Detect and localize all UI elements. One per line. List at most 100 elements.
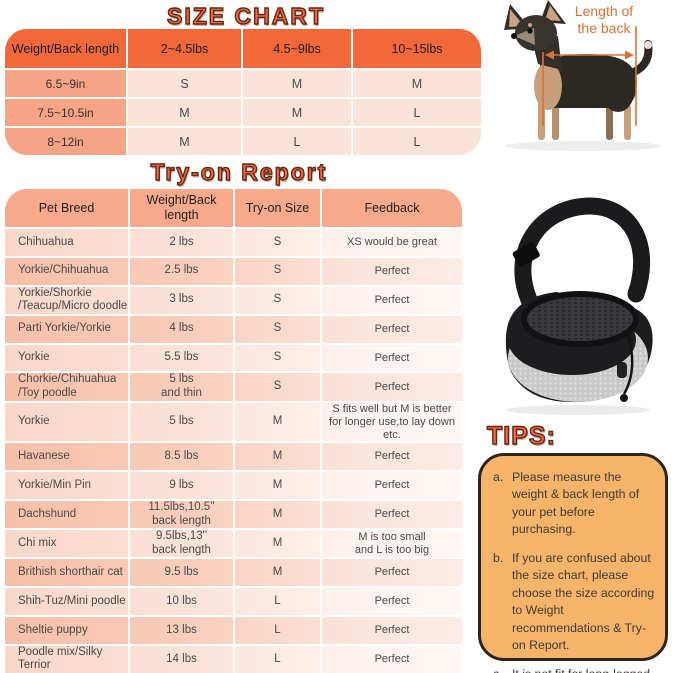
dog-shadow [505,141,661,151]
tip-marker: b. [493,550,504,565]
breed-cell: Havanese [18,450,70,463]
size-chart-table: Weight/Back length 2~4.5lbs 4.5~9lbs 10~… [5,29,481,155]
size-cell: M [233,472,320,500]
weight-cell: 14 lbs [128,645,233,673]
size-chart-cell: M [128,128,241,155]
size-cell: S [233,257,320,285]
breed-cell: Poodle mix/Silky Terrior [18,645,103,672]
weight-cell: 9 lbs [128,472,233,500]
size-cell: S [233,344,320,372]
breed-cell: Chi mix [18,537,57,550]
tryon-row: Sheltie puppy 13 lbs L Perfect [5,617,462,644]
size-cell: L [233,617,320,644]
feedback-cell: Perfect [320,344,462,372]
size-chart-row-label: 7.5~10.5in [5,99,126,126]
breed-cell: Dachshund [18,507,77,520]
feedback-cell: Perfect [320,286,462,314]
size-cell: M [233,501,320,529]
feedback-cell: Perfect [320,645,462,673]
breed-cell: Yorkie [18,415,50,428]
size-cell: M [233,443,320,471]
tips-box: a. Please measure the weight & back leng… [478,453,668,673]
feedback-cell: S fits well but M is better for longer u… [320,402,462,442]
tryon-row: Shih-Tuz/Mini poodle 10 lbs L Perfect [5,588,462,616]
size-cell: M [233,530,320,558]
svg-text:Length of: Length of [575,3,633,19]
tip-text: If you are confused about the size chart… [512,550,655,653]
tryon-row: Yorkie 5 lbs M S fits well but M is bett… [5,402,462,442]
feedback-cell: Perfect [320,373,462,401]
size-chart-header-cell: 10~15lbs [353,29,481,68]
tip-item: b. If you are confused about the size ch… [493,550,655,655]
tryon-header-cell: Pet Breed [38,200,95,215]
breed-cell: Chorkie/Chihuahua /Toy poodle [18,373,117,399]
tip-marker: c. [493,666,508,673]
weight-cell: 5.5 lbs [128,344,233,372]
tryon-header-cell: Try-on Size [233,189,320,227]
size-chart-header-cell: 4.5~9lbs [243,29,351,68]
svg-text:the back: the back [578,20,632,36]
weight-cell: 13 lbs [128,617,233,644]
tip-item: c. It is not fit for long-legged dog bre… [493,666,655,673]
size-cell: S [233,229,320,256]
size-chart-cell: S [128,70,241,97]
weight-cell: 10 lbs [128,588,233,616]
weight-cell: 5 lbs [128,402,233,442]
feedback-cell: M is too small and L is too big [320,530,462,558]
chihuahua-illustration: Length of the back [504,0,661,151]
feedback-cell: Perfect [320,443,462,471]
feedback-cell: XS would be great [320,229,462,256]
feedback-cell: Perfect [320,588,462,616]
breed-cell: Yorkie/Min Pin [18,478,92,491]
tip-item: a. Please measure the weight & back leng… [493,469,655,539]
size-chart-title: SIZE CHART [166,2,325,29]
size-chart-cell: L [353,99,481,126]
size-cell: S [233,286,320,314]
tryon-row: Poodle mix/Silky Terrior 14 lbs L Perfec… [5,645,462,673]
size-chart-cell: L [243,128,351,155]
tryon-row: Chihuahua 2 lbs S XS would be great [5,229,462,256]
size-chart-cell: M [243,70,351,97]
weight-cell: 8.5 lbs [128,443,233,471]
feedback-cell: Perfect [320,559,462,587]
tip-text: It is not fit for long-legged dog breed,… [512,666,655,673]
feedback-cell: Perfect [320,501,462,529]
weight-cell: 5 lbs and thin [128,373,233,401]
breed-cell: Brithish shorthair cat [18,566,123,578]
weight-cell: 11.5lbs,10.5'' back length [128,501,233,529]
dog-body [504,0,653,140]
tryon-report-title: Try-on Report [150,158,328,185]
bag-shadow [506,405,650,415]
size-cell: L [233,645,320,673]
bag-body [505,291,653,403]
tryon-header-row: Pet Breed Weight/Back length Try-on Size… [5,189,462,227]
breed-cell: Yorkie/Chihuahua [18,264,109,277]
tryon-row: Chi mix 9.5lbs,13'' back length M M is t… [5,530,462,558]
tryon-row: Parti Yorkie/Yorkie 4 lbs S Perfect [5,315,462,343]
size-chart-cell: M [243,99,351,126]
size-cell: L [233,588,320,616]
weight-cell: 9.5lbs,13'' back length [128,530,233,558]
size-chart-header-cell: 2~4.5lbs [128,29,241,68]
breed-cell: Parti Yorkie/Yorkie [18,322,111,335]
weight-cell: 2.5 lbs [128,257,233,285]
breed-cell: Shih-Tuz/Mini poodle [18,594,126,607]
back-length-label: Length of the back [575,3,633,36]
tips-title: TIPS: [486,421,556,450]
measurement-arrow [542,26,637,126]
feedback-cell: Perfect [320,472,462,500]
size-cell: S [233,373,320,401]
tryon-row: Chorkie/Chihuahua /Toy poodle 5 lbs and … [5,373,462,401]
size-chart-header-cell: Weight/Back length [5,29,126,68]
tryon-row: Havanese 8.5 lbs M Perfect [5,443,462,471]
weight-cell: 4 lbs [128,315,233,343]
tryon-header-cell: Feedback [320,189,462,227]
breed-cell: Yorkie/Shorkie /Teacup/Micro doodle [18,286,128,313]
size-chart-row-label: 6.5~9in [5,70,126,97]
size-cell: M [233,402,320,442]
tip-marker: a. [493,470,504,484]
breed-cell: Sheltie puppy [18,623,88,636]
size-chart-cell: M [128,99,241,126]
tryon-row: Brithish shorthair cat 9.5 lbs M Perfect [5,559,462,587]
